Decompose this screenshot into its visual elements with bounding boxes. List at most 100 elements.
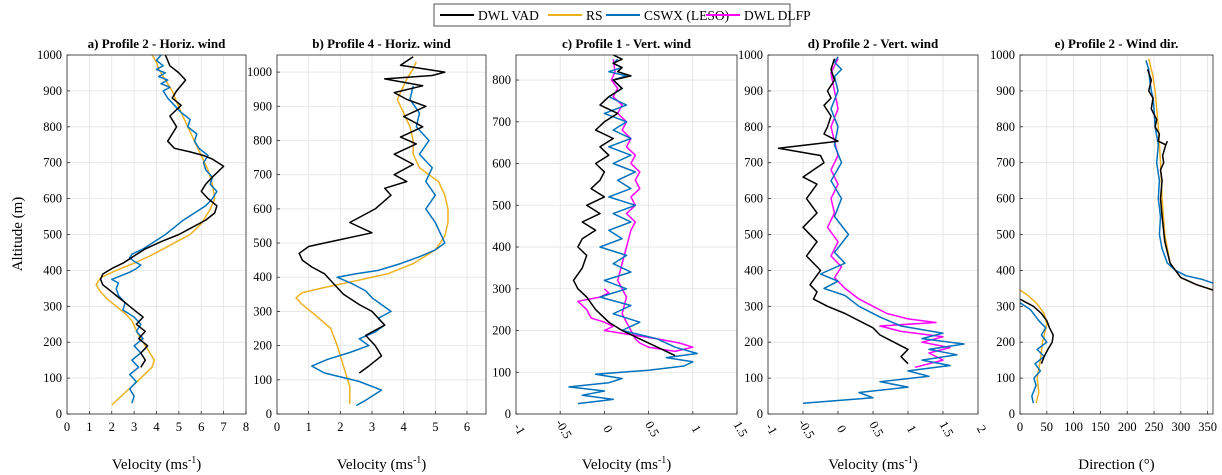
- series-rs: [1020, 58, 1213, 404]
- x-tick-label: 3: [131, 420, 137, 434]
- x-tick-label: 6: [198, 420, 204, 434]
- x-tick-label: 1: [306, 420, 312, 434]
- panel-b-horiz-wind: 0 1 2 3 4 5 6 0 100 200 300 400 500 600 700 800 900 1000 b…: [247, 36, 487, 473]
- legend-label-rs: RS: [586, 8, 603, 23]
- y-tick-label: 600: [43, 192, 62, 206]
- x-tick-label: 150: [1091, 420, 1110, 434]
- legend-label-dwl-vad: DWL VAD: [478, 8, 539, 23]
- y-tick-label: 800: [744, 120, 763, 134]
- y-tick-label: 200: [253, 339, 272, 353]
- y-tick-label: 600: [253, 202, 272, 216]
- y-tick-label: 500: [744, 228, 763, 242]
- x-axis-label: Velocity (ms-1): [112, 455, 202, 473]
- series-cswx-leso: [1020, 60, 1213, 404]
- x-tick-label: 250: [1145, 420, 1164, 434]
- x-tick-label: 0: [64, 420, 70, 434]
- y-tick-label: 900: [253, 99, 272, 113]
- y-tick-label: 200: [996, 335, 1015, 349]
- y-tick-label: 800: [996, 120, 1015, 134]
- y-tick-label: 1000: [738, 48, 763, 62]
- x-tick-label: 3: [369, 420, 375, 434]
- legend: DWL VAD RS CSWX (LESO) DWL DLFP: [433, 3, 811, 27]
- series-dwl-vad: [298, 56, 446, 374]
- x-tick-label: 0: [600, 423, 615, 435]
- y-tick-label: 700: [43, 156, 62, 170]
- y-tick-label: 400: [996, 263, 1015, 277]
- y-tick-label: 200: [492, 324, 511, 338]
- series-dwl-vad: [777, 58, 909, 365]
- x-tick-label: 1: [904, 423, 919, 435]
- x-tick-label: 7: [221, 420, 227, 434]
- y-tick-label: 500: [43, 228, 62, 242]
- x-tick-label: 200: [1118, 420, 1137, 434]
- x-tick-label: 5: [176, 420, 182, 434]
- y-tick-label: 300: [996, 299, 1015, 313]
- y-tick-label: 700: [996, 156, 1015, 170]
- y-tick-label: 400: [253, 270, 272, 284]
- x-tick-label: 300: [1171, 420, 1190, 434]
- series-dwl-vad: [572, 55, 676, 357]
- x-tick-label: 2: [974, 423, 989, 435]
- y-tick-label: 900: [996, 84, 1015, 98]
- panel-title: e) Profile 2 - Wind dir.: [1055, 36, 1179, 51]
- series-dwl-vad: [99, 55, 225, 368]
- y-tick-label: 700: [492, 115, 511, 129]
- series-cswx-leso: [311, 85, 446, 407]
- y-tick-label: 300: [43, 299, 62, 313]
- y-tick-label: 100: [43, 371, 62, 385]
- y-tick-label: 0: [56, 407, 62, 421]
- y-tick-label: 0: [505, 407, 511, 421]
- x-tick-label: 1.5: [730, 419, 750, 440]
- x-tick-label: 0.5: [866, 419, 886, 440]
- x-tick-label: 100: [1064, 420, 1083, 434]
- y-tick-label: 100: [492, 365, 511, 379]
- x-axis-label: Velocity (ms-1): [582, 455, 672, 473]
- x-tick-label: 2: [337, 420, 343, 434]
- x-tick-label: 8: [243, 420, 249, 434]
- y-tick-label: 100: [996, 371, 1015, 385]
- y-tick-label: 1000: [247, 65, 272, 79]
- y-tick-label: 100: [744, 371, 763, 385]
- series-dwl-vad: [1020, 69, 1213, 364]
- panel-d-vert-wind: -1 -0.5 0 0.5 1 1.5 2 0 100 200 300 400 500 600 700 800…: [738, 36, 989, 473]
- x-tick-label: 1: [689, 423, 704, 435]
- series-cswx-leso: [568, 58, 698, 405]
- y-tick-label: 200: [744, 335, 763, 349]
- x-tick-label: -1: [763, 421, 780, 437]
- y-tick-label: 500: [492, 198, 511, 212]
- y-axis-label: Altitude (m): [10, 197, 26, 272]
- x-tick-label: 1: [86, 420, 92, 434]
- x-axis-label: Velocity (ms-1): [828, 455, 918, 473]
- panel-c-vert-wind: -1 -0.5 0 0.5 1 1.5 0 100 200 300 400 500 600 700 800 c…: [492, 36, 750, 473]
- y-tick-label: 400: [744, 263, 763, 277]
- axes-box: [515, 54, 738, 415]
- y-tick-label: 600: [492, 157, 511, 171]
- y-tick-label: 600: [744, 192, 763, 206]
- series-rs: [295, 61, 449, 404]
- y-tick-label: 1000: [37, 48, 62, 62]
- y-tick-label: 900: [43, 84, 62, 98]
- x-tick-label: -0.5: [553, 417, 575, 441]
- x-tick-label: 0: [834, 423, 849, 435]
- y-tick-label: 300: [253, 304, 272, 318]
- panel-title: a) Profile 2 - Horiz. wind: [88, 36, 226, 51]
- x-tick-label: 5: [432, 420, 438, 434]
- y-tick-label: 400: [43, 263, 62, 277]
- y-tick-label: 500: [253, 236, 272, 250]
- x-tick-label: 6: [464, 420, 470, 434]
- x-tick-label: 0: [1017, 420, 1023, 434]
- y-tick-label: 0: [757, 407, 763, 421]
- y-tick-label: 0: [266, 407, 272, 421]
- y-tick-label: 900: [744, 84, 763, 98]
- panel-title: b) Profile 4 - Horiz. wind: [312, 36, 451, 51]
- series-cswx-leso: [802, 56, 965, 404]
- x-tick-label: 4: [153, 420, 160, 434]
- x-tick-label: -1: [511, 421, 528, 437]
- y-tick-label: 1000: [990, 48, 1015, 62]
- x-tick-label: 1.5: [936, 419, 956, 440]
- y-tick-label: 500: [996, 228, 1015, 242]
- x-tick-label: 350: [1198, 420, 1217, 434]
- y-tick-label: 600: [996, 192, 1015, 206]
- y-tick-label: 0: [1009, 407, 1015, 421]
